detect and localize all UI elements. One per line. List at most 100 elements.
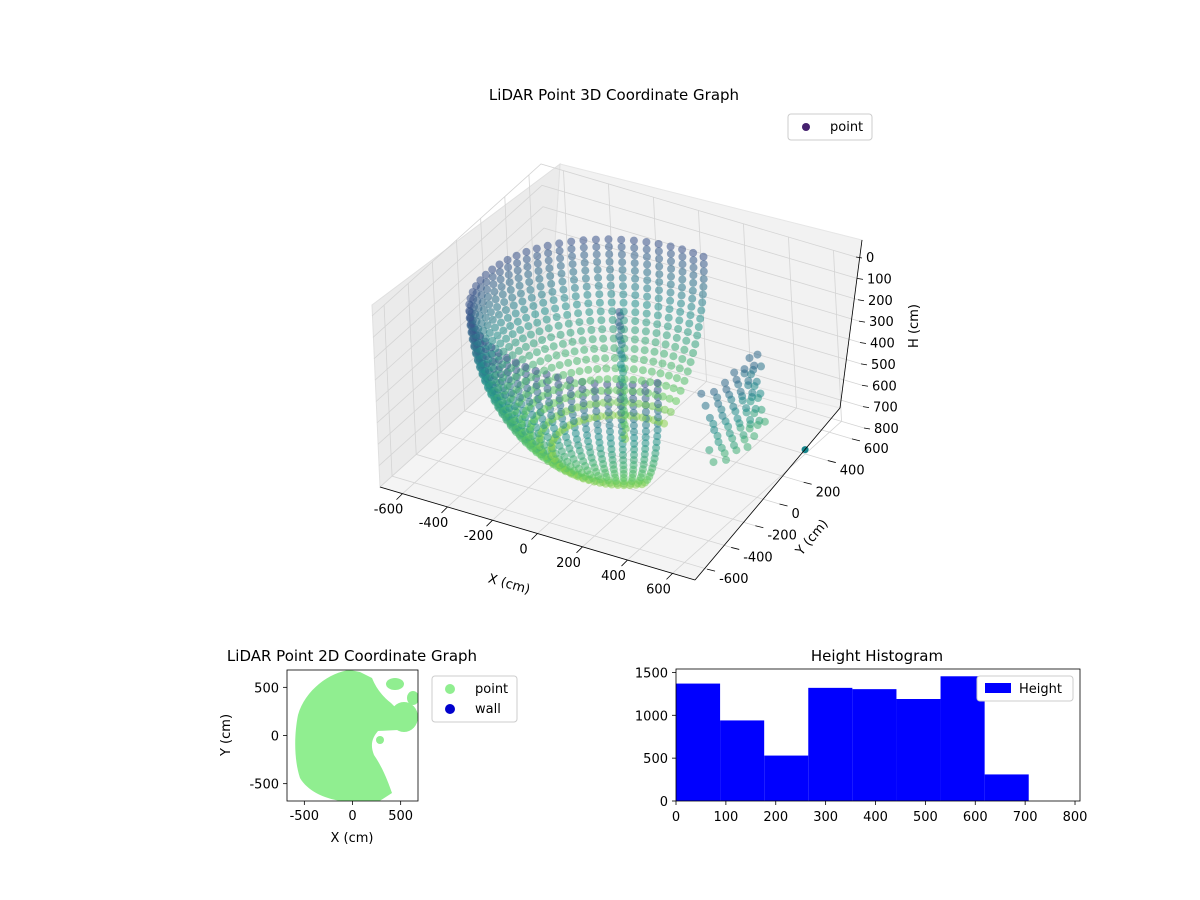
point-marker xyxy=(554,321,563,330)
x-tick-label-hist: 700 xyxy=(1013,810,1038,825)
point-marker xyxy=(521,377,530,386)
point-marker xyxy=(580,258,589,267)
point-marker xyxy=(642,318,651,327)
point-region xyxy=(295,670,400,801)
point-marker xyxy=(514,274,523,283)
histogram-ticks: 0 100 200 300 400 500 600 700 800 0 500 1000 1500 xyxy=(635,666,1088,825)
point-marker xyxy=(524,270,533,279)
point-marker xyxy=(532,348,541,357)
point-marker xyxy=(714,399,723,408)
point-marker xyxy=(654,413,662,422)
point-marker xyxy=(588,335,597,344)
point-marker xyxy=(658,359,667,368)
point-marker xyxy=(552,351,561,360)
z-tick xyxy=(858,320,866,323)
point-marker xyxy=(488,315,497,324)
point-marker xyxy=(685,319,694,328)
point-marker xyxy=(643,284,652,293)
z-tick-label: 600 xyxy=(872,379,897,394)
point-marker xyxy=(580,251,589,260)
point-marker xyxy=(618,445,627,454)
point-marker xyxy=(698,298,707,307)
point-marker xyxy=(568,260,577,269)
point-marker xyxy=(485,300,494,309)
point-marker xyxy=(544,249,553,258)
point-marker xyxy=(535,274,544,283)
point-marker xyxy=(601,354,610,363)
y-tick-label: -200 xyxy=(767,529,797,544)
point-marker xyxy=(654,294,663,303)
z-tick xyxy=(856,277,864,280)
x-tick xyxy=(486,519,493,527)
point-marker xyxy=(730,368,739,377)
point-marker xyxy=(538,336,547,344)
point-marker xyxy=(744,376,753,385)
point-marker xyxy=(666,288,675,297)
legend-histogram-swatch xyxy=(985,683,1011,693)
point-marker xyxy=(710,387,718,396)
point-marker xyxy=(560,293,569,302)
point-marker xyxy=(521,342,530,351)
point-marker xyxy=(476,276,485,285)
point-marker xyxy=(572,300,581,309)
histogram-bars xyxy=(676,676,1029,801)
x-tick-label: 600 xyxy=(646,582,671,597)
point-marker xyxy=(667,257,675,266)
point-marker xyxy=(595,298,604,307)
point-marker xyxy=(496,339,505,348)
point-marker xyxy=(591,386,599,395)
point-marker xyxy=(543,241,552,250)
point-marker xyxy=(532,244,541,253)
point-marker xyxy=(672,333,681,342)
x-tick xyxy=(666,573,673,580)
y-tick-label-hist: 500 xyxy=(643,752,668,767)
point-marker xyxy=(586,400,594,409)
point-marker xyxy=(536,282,545,291)
point-marker xyxy=(618,266,627,274)
point-marker xyxy=(698,290,707,299)
point-marker xyxy=(592,407,601,416)
point-marker xyxy=(551,304,560,313)
point-marker xyxy=(669,352,678,361)
point-marker xyxy=(608,316,617,324)
x-tick-label-hist: 200 xyxy=(763,810,788,825)
point-marker xyxy=(628,387,637,395)
point-marker xyxy=(600,344,609,353)
point-marker xyxy=(533,252,542,260)
point-marker xyxy=(552,313,561,321)
point-marker xyxy=(736,387,745,396)
point-marker xyxy=(506,322,515,330)
chart-2d: LiDAR Point 2D Coordinate Graph -500 0 500… xyxy=(219,647,518,846)
histogram-bar xyxy=(720,720,765,801)
point-marker xyxy=(582,355,591,364)
point-marker xyxy=(630,259,639,268)
point-marker xyxy=(515,281,524,290)
point-marker xyxy=(672,374,681,383)
point-marker xyxy=(596,307,605,316)
point-marker xyxy=(586,376,595,385)
point-marker xyxy=(549,386,558,395)
point-marker xyxy=(631,308,640,317)
point-marker xyxy=(630,427,638,436)
point-marker xyxy=(709,458,718,467)
point-marker xyxy=(529,302,538,310)
point-marker xyxy=(606,273,615,282)
point-marker xyxy=(686,311,695,320)
point-marker xyxy=(550,424,558,433)
point-marker xyxy=(539,298,548,307)
point-marker xyxy=(513,317,522,326)
x-tick-label: 0 xyxy=(519,543,527,558)
point-marker xyxy=(616,360,625,369)
point-marker xyxy=(683,367,692,376)
point-marker xyxy=(516,393,524,402)
point-marker xyxy=(757,362,765,371)
x-tick-label-hist: 600 xyxy=(963,810,988,825)
point-marker xyxy=(533,318,542,327)
point-marker xyxy=(594,432,603,441)
point-marker xyxy=(717,443,726,452)
legend-2d-marker-wall xyxy=(445,704,455,714)
point-marker xyxy=(740,365,749,374)
point-marker xyxy=(544,354,553,363)
point-marker xyxy=(593,265,602,274)
y-tick xyxy=(755,525,764,529)
